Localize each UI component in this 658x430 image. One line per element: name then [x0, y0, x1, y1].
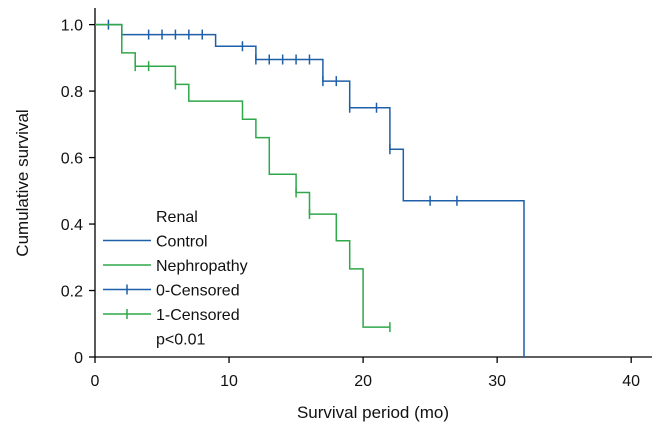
x-tick-label: 30	[488, 373, 506, 390]
axes: 0 10 20 30 40 0 0.2 0.4 0.6 0.8 1.0	[61, 8, 652, 390]
y-axis-label: Cumulative survival	[13, 109, 32, 256]
legend-entry: 1-Censored	[156, 307, 240, 324]
y-tick-label: 0.2	[61, 284, 83, 301]
y-tick-label: 1.0	[61, 18, 83, 35]
plot-area	[95, 19, 525, 357]
y-tick-label: 0	[74, 350, 83, 367]
y-tick-label: 0.8	[61, 84, 83, 101]
x-tick-label: 10	[220, 373, 238, 390]
y-tick-label: 0.6	[61, 151, 83, 168]
legend-entry: Control	[156, 234, 208, 251]
legend-entry: 0-Censored	[156, 283, 240, 300]
y-tick-label: 0.4	[61, 217, 83, 234]
legend: Renal Control Nephropathy 0-Censored 1-Censo…	[103, 209, 248, 349]
x-axis-label: Survival period (mo)	[297, 403, 449, 422]
series-nephropathy-line	[95, 23, 390, 328]
legend-title: Renal	[156, 209, 198, 226]
x-tick-label: 40	[622, 373, 640, 390]
x-tick-label: 20	[354, 373, 372, 390]
x-tick-label: 0	[91, 373, 100, 390]
p-value-note: p<0.01	[156, 332, 205, 349]
legend-entry: Nephropathy	[156, 258, 248, 275]
